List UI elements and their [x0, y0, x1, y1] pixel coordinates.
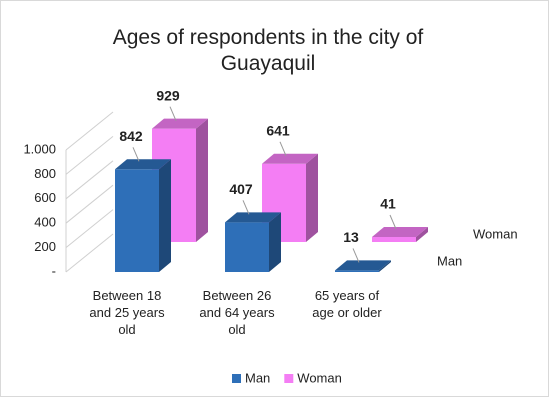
grid-line	[65, 160, 114, 200]
value-label: 641	[266, 123, 290, 139]
depth-label: Man	[437, 253, 462, 268]
legend-label: Man	[245, 370, 270, 385]
legend-label: Woman	[297, 370, 342, 385]
bar-face	[379, 260, 391, 272]
value-label: 41	[380, 196, 396, 212]
legend-swatch	[232, 374, 241, 383]
x-tick-label: 65 years of age or older	[312, 288, 382, 320]
bar-face	[225, 222, 269, 272]
grid-line	[65, 184, 114, 224]
bar-face	[225, 212, 281, 223]
bar-face	[115, 159, 171, 170]
bar	[225, 212, 281, 272]
leader-line	[389, 214, 397, 230]
bar-face	[335, 260, 391, 271]
value-label: 842	[119, 128, 143, 144]
leader-line	[279, 141, 287, 156]
grid-line	[65, 233, 114, 273]
leader-line	[352, 248, 360, 263]
leader-line	[242, 200, 250, 215]
chart-title: Ages of respondents in the city of Guayaq…	[113, 26, 424, 75]
bar-face	[372, 226, 428, 237]
y-tick-label: 200	[34, 239, 56, 254]
bar-face	[115, 169, 159, 272]
y-tick-label: 400	[34, 215, 56, 230]
bar-face	[152, 118, 208, 129]
bar-face	[306, 153, 318, 242]
bar-face	[262, 153, 318, 164]
grid-line	[65, 209, 114, 248]
bar-face	[335, 270, 379, 272]
depth-label: Woman	[473, 226, 518, 241]
x-tick-label: Between 18 and 25 years old	[89, 288, 165, 337]
value-label: 407	[229, 181, 253, 197]
bar-face	[416, 226, 428, 242]
value-label: 929	[156, 87, 180, 103]
grid-line	[65, 111, 114, 151]
leader-line	[169, 106, 177, 121]
y-tick-label: 1.000	[23, 141, 56, 156]
legend-swatch	[284, 374, 294, 383]
bar	[372, 226, 428, 242]
bar-face	[269, 212, 281, 272]
bar-face	[196, 118, 208, 242]
bar-face	[159, 159, 171, 272]
leader-line	[132, 147, 140, 162]
value-label: 13	[343, 229, 359, 245]
y-tick-label: -	[52, 263, 56, 278]
bar	[115, 159, 171, 272]
bar	[335, 260, 391, 272]
y-tick-label: 800	[34, 166, 56, 181]
grid-line	[65, 136, 114, 175]
x-tick-label: Between 26 and 64 years old	[199, 288, 275, 337]
y-tick-label: 600	[34, 190, 56, 205]
bar-face	[372, 236, 416, 242]
